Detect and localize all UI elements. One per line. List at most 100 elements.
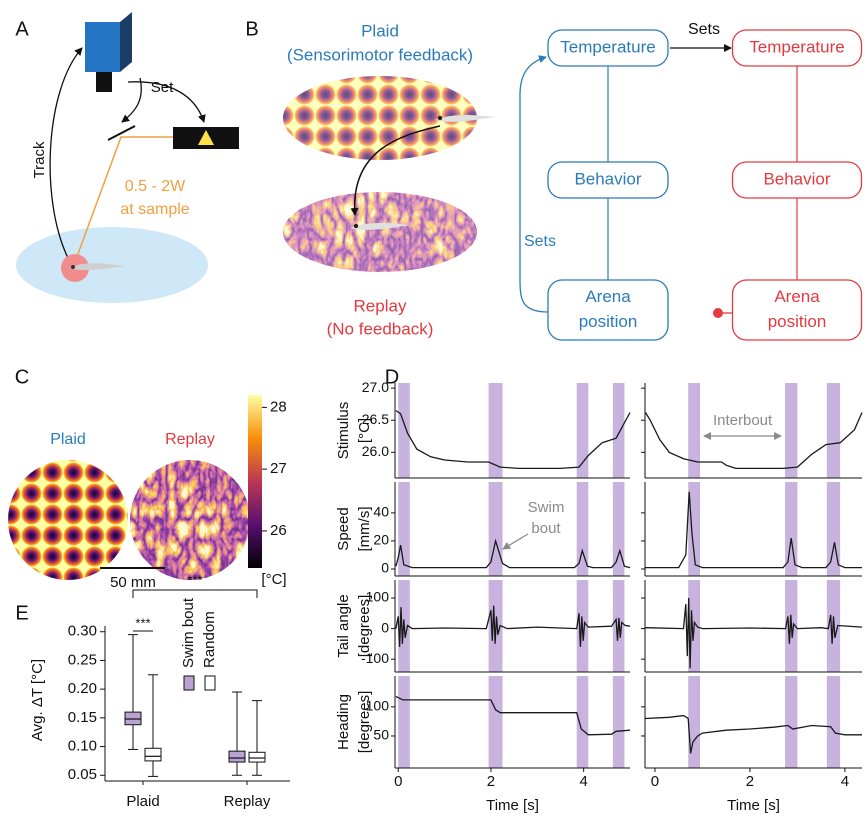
x-axis-label: Time [s] bbox=[727, 797, 780, 814]
mirror bbox=[108, 126, 135, 140]
y-tick-label: 0.10 bbox=[68, 738, 97, 755]
plaid-arena bbox=[8, 460, 128, 580]
panel-label: B bbox=[245, 18, 258, 40]
y-axis-label: Stimulus bbox=[335, 402, 352, 460]
node-label: Temperature bbox=[749, 37, 844, 56]
box bbox=[145, 748, 161, 761]
y-axis-label: Tail angle bbox=[335, 594, 352, 657]
node-label: Behavior bbox=[574, 169, 641, 188]
power-label: at sample bbox=[120, 201, 189, 218]
set-label: Set bbox=[151, 79, 174, 96]
y-tick-label: 0.05 bbox=[68, 766, 97, 783]
bout-band bbox=[785, 383, 797, 478]
bout-band bbox=[688, 676, 700, 768]
condition-subtitle: (No feedback) bbox=[327, 319, 434, 338]
node-label: position bbox=[768, 312, 827, 331]
y-tick-label: 0.15 bbox=[68, 709, 97, 726]
colorbar-tick-label: 28 bbox=[270, 398, 287, 415]
panel-label: C bbox=[15, 366, 29, 388]
panel-label: A bbox=[15, 18, 29, 40]
bout-band bbox=[785, 482, 797, 576]
y-tick-label: 0 bbox=[381, 560, 389, 576]
replay-arena bbox=[280, 190, 480, 274]
annotation: Swim bbox=[528, 499, 565, 516]
bout-band bbox=[577, 676, 589, 768]
bout-band bbox=[827, 383, 840, 478]
bout-band bbox=[613, 383, 625, 478]
x-tick-label: 2 bbox=[746, 773, 754, 790]
colorbar-label: [°C] bbox=[261, 571, 286, 588]
x-axis-label: Time [s] bbox=[486, 797, 539, 814]
y-axis-label: [mm/s] bbox=[356, 507, 373, 552]
x-tick-label: 4 bbox=[579, 773, 587, 790]
y-axis-label: Speed bbox=[335, 507, 352, 550]
node-label: Behavior bbox=[763, 169, 830, 188]
bout-band bbox=[489, 383, 503, 478]
y-tick-label: 0.30 bbox=[68, 623, 97, 640]
trace bbox=[396, 606, 630, 647]
feedback-arrow bbox=[520, 57, 548, 312]
sets-label: Sets bbox=[688, 21, 720, 38]
replay-arena bbox=[130, 460, 250, 580]
bout-band bbox=[398, 383, 410, 478]
camera-lens bbox=[96, 72, 112, 92]
fish-eye bbox=[354, 224, 358, 228]
no-feedback-dot bbox=[713, 308, 723, 318]
condition-title: Plaid bbox=[361, 21, 399, 40]
box bbox=[229, 751, 245, 762]
node-label: position bbox=[579, 312, 638, 331]
arena-label: Replay bbox=[165, 431, 215, 448]
bout-band bbox=[613, 676, 625, 768]
power-label: 0.5 - 2W bbox=[125, 178, 186, 195]
bout-band bbox=[785, 676, 797, 768]
legend-swatch bbox=[184, 676, 194, 690]
y-tick-label: 0.25 bbox=[68, 651, 97, 668]
legend-swatch bbox=[205, 676, 215, 690]
y-axis-label: Avg. ΔT [°C] bbox=[29, 659, 46, 741]
track-arrow bbox=[50, 48, 82, 258]
scale-bar-label: 50 mm bbox=[110, 574, 156, 591]
x-tick-label: 2 bbox=[487, 773, 495, 790]
significance-bar bbox=[133, 590, 257, 598]
x-tick-label: 0 bbox=[394, 773, 402, 790]
replay-texture bbox=[280, 190, 480, 274]
panel-b-art bbox=[280, 74, 495, 274]
y-axis-label: [degrees] bbox=[356, 595, 373, 658]
y-axis-label: [degrees] bbox=[356, 691, 373, 754]
colorbar bbox=[248, 395, 262, 568]
y-tick-label: 50 bbox=[373, 727, 389, 743]
y-tick-label: 40 bbox=[373, 504, 389, 520]
colorbar-tick-label: 26 bbox=[270, 522, 287, 539]
y-tick-label: 0.20 bbox=[68, 680, 97, 697]
significance: *** bbox=[135, 615, 150, 630]
trace bbox=[396, 541, 630, 568]
annotation: Interbout bbox=[713, 412, 773, 429]
condition-subtitle: (Sensorimotor feedback) bbox=[287, 45, 473, 64]
sets-label: Sets bbox=[524, 233, 556, 250]
x-tick-label: Plaid bbox=[126, 793, 159, 810]
page: {"panel_labels": ["A", "B", "C", "D", "E… bbox=[0, 0, 867, 817]
swim-bout-arrow bbox=[503, 534, 528, 549]
trace bbox=[396, 696, 630, 734]
annotation: bout bbox=[531, 520, 561, 537]
x-tick-label: 4 bbox=[841, 773, 849, 790]
node-label: Arena bbox=[774, 287, 820, 306]
bout-band bbox=[827, 676, 840, 768]
bout-band bbox=[398, 482, 410, 576]
y-tick-label: 20 bbox=[373, 532, 389, 548]
set-arrow-mirror bbox=[122, 78, 141, 122]
y-tick-label: 26.0 bbox=[362, 443, 389, 459]
node-label: Arena bbox=[585, 287, 631, 306]
fish-eye bbox=[438, 116, 442, 120]
legend-label: Swim bout bbox=[180, 597, 197, 668]
trace bbox=[396, 411, 630, 469]
camera-face bbox=[85, 22, 120, 72]
panel-c-art bbox=[8, 395, 262, 580]
track-label: Track bbox=[31, 141, 48, 178]
x-tick-label: 0 bbox=[651, 773, 659, 790]
y-axis-label: [°C] bbox=[356, 418, 373, 443]
colorbar-tick-label: 27 bbox=[270, 460, 287, 477]
significance: *** bbox=[187, 572, 202, 587]
x-tick-label: Replay bbox=[224, 793, 271, 810]
y-tick-label: 27.0 bbox=[362, 379, 389, 395]
